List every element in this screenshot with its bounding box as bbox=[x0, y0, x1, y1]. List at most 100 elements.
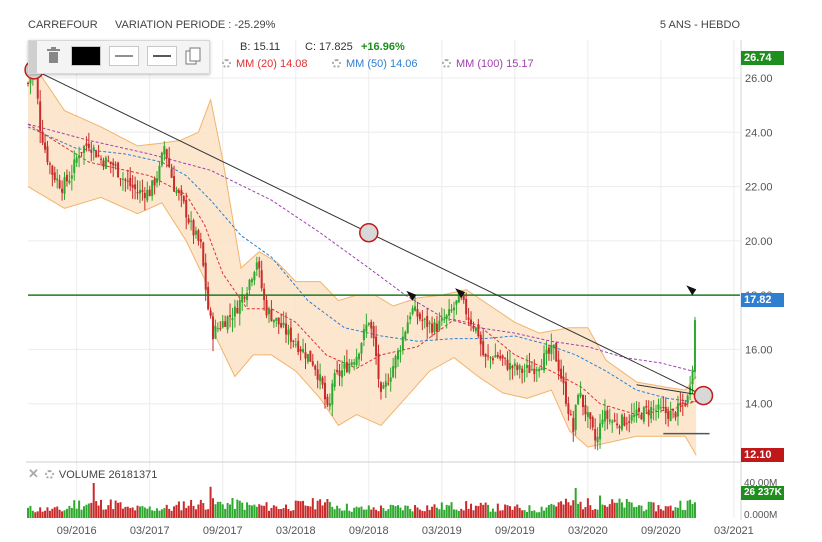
copy-icon[interactable] bbox=[183, 46, 205, 66]
y-tick-label: 22.00 bbox=[745, 182, 773, 194]
volume-bar bbox=[31, 510, 34, 518]
candle-body bbox=[591, 417, 594, 428]
close-icon[interactable]: ✕ bbox=[28, 466, 39, 481]
candle-body bbox=[521, 368, 524, 373]
candle-body bbox=[387, 383, 390, 385]
candle-body bbox=[409, 316, 412, 320]
volume-bar bbox=[158, 510, 161, 518]
volume-bar bbox=[513, 506, 516, 518]
volume-bar bbox=[358, 507, 361, 518]
moving-averages bbox=[27, 123, 697, 416]
candle-body bbox=[513, 363, 516, 367]
candle-body bbox=[606, 410, 609, 420]
candle-body bbox=[80, 152, 83, 154]
volume-bar bbox=[294, 500, 297, 518]
volume-bar bbox=[41, 511, 44, 518]
gear-icon[interactable] bbox=[222, 59, 231, 68]
volume-bar bbox=[148, 506, 151, 518]
candle-body bbox=[82, 146, 85, 153]
volume-bar bbox=[572, 500, 575, 518]
candle-body bbox=[190, 220, 193, 222]
candle-body bbox=[173, 176, 176, 192]
candle-body bbox=[382, 385, 385, 389]
volume-bar bbox=[165, 504, 168, 518]
candle-body bbox=[153, 179, 156, 186]
volume-bar bbox=[63, 510, 66, 518]
volume-bar bbox=[538, 512, 541, 518]
candle-body bbox=[302, 348, 305, 353]
ma50-indicator[interactable]: MM (50) 14.06 bbox=[332, 58, 418, 70]
candle-body bbox=[267, 308, 270, 315]
volume-bar bbox=[450, 502, 453, 518]
candle-body bbox=[389, 377, 392, 382]
volume-bar bbox=[185, 507, 188, 518]
gear-icon[interactable] bbox=[332, 59, 341, 68]
volume-bar bbox=[652, 502, 655, 518]
volume-bar bbox=[272, 505, 275, 518]
volume-bar bbox=[387, 509, 390, 518]
toolbar-grip[interactable] bbox=[29, 41, 37, 73]
volume-bar bbox=[640, 505, 643, 518]
line-style-button[interactable] bbox=[109, 46, 139, 66]
volume-bar bbox=[594, 509, 597, 518]
volume-bar bbox=[616, 502, 619, 518]
candle-body bbox=[236, 307, 239, 314]
candle-body bbox=[260, 270, 263, 289]
volume-bar bbox=[496, 503, 499, 518]
candle-body bbox=[36, 74, 39, 99]
candle-body bbox=[642, 407, 645, 422]
volume-bar bbox=[543, 510, 546, 518]
candle-body bbox=[333, 373, 336, 387]
volume-bar bbox=[134, 510, 137, 518]
candle-body bbox=[41, 131, 44, 143]
trash-icon[interactable] bbox=[43, 46, 65, 66]
candle-body bbox=[370, 321, 373, 329]
volume-bar bbox=[620, 502, 623, 518]
candle-body bbox=[482, 341, 485, 356]
candle-body bbox=[192, 220, 195, 236]
candle-body bbox=[294, 344, 297, 346]
volume-bar bbox=[51, 508, 54, 518]
candle-body bbox=[199, 239, 202, 242]
candle-body bbox=[51, 165, 54, 176]
candle-body bbox=[423, 318, 426, 320]
volume-bar bbox=[177, 501, 180, 518]
candle-body bbox=[102, 160, 105, 167]
volume-bar bbox=[97, 505, 100, 518]
candle-body bbox=[258, 261, 261, 269]
candle-body bbox=[616, 423, 619, 426]
candle-body bbox=[158, 165, 161, 181]
volume-bar bbox=[647, 501, 650, 518]
volume-bar bbox=[80, 509, 83, 518]
candle-body bbox=[343, 363, 346, 369]
candle-body bbox=[194, 230, 197, 235]
candle-body bbox=[487, 355, 490, 357]
candle-body bbox=[146, 189, 149, 201]
ma20-indicator[interactable]: MM (20) 14.08 bbox=[222, 58, 308, 70]
volume-bar bbox=[117, 502, 120, 518]
volume-bar bbox=[545, 507, 548, 518]
volume-bar bbox=[233, 508, 236, 518]
candle-body bbox=[633, 414, 636, 417]
candle-body bbox=[377, 353, 380, 380]
volume-bar bbox=[650, 501, 653, 518]
volume-bar bbox=[684, 510, 687, 518]
candle-body bbox=[280, 323, 283, 328]
line-width-button[interactable] bbox=[147, 46, 177, 66]
candle-body bbox=[226, 316, 229, 330]
candle-body bbox=[472, 326, 475, 329]
volume-bar bbox=[672, 510, 675, 518]
candle-body bbox=[457, 293, 460, 303]
candle-body bbox=[175, 190, 178, 194]
volume-bar bbox=[365, 509, 368, 518]
gear-icon[interactable] bbox=[442, 59, 451, 68]
gear-icon[interactable] bbox=[44, 470, 54, 479]
ma100-indicator[interactable]: MM (100) 15.17 bbox=[442, 58, 534, 70]
candle-body bbox=[611, 421, 614, 423]
time-range[interactable]: 5 ANS - HEBDO bbox=[659, 19, 740, 31]
candle-body bbox=[141, 190, 144, 192]
volume-bar bbox=[138, 506, 141, 518]
color-swatch[interactable] bbox=[71, 46, 101, 66]
candle-body bbox=[272, 319, 275, 323]
